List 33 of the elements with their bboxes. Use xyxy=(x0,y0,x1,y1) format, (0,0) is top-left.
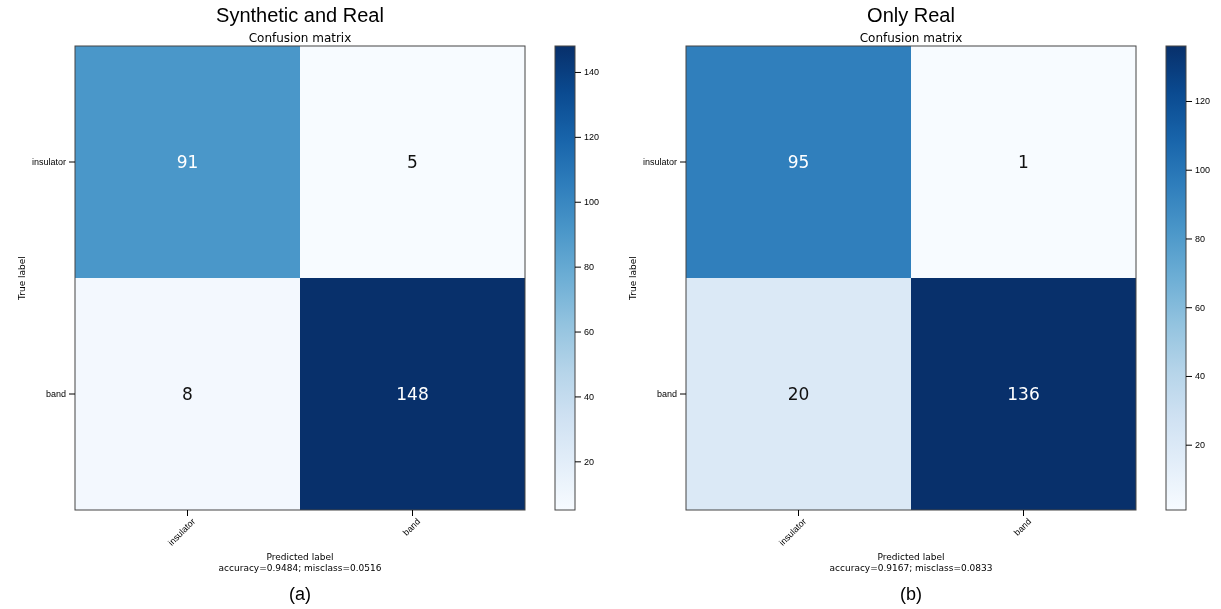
data-label: 5 xyxy=(407,151,418,172)
color-bar-label: 120 xyxy=(584,132,600,143)
data-label: 8 xyxy=(182,383,193,404)
color-bar-label: 20 xyxy=(1195,440,1206,451)
data-label: 148 xyxy=(396,383,429,404)
y-axis-title: True label xyxy=(628,256,638,301)
x-axis-title: Predicted label xyxy=(877,552,945,562)
text: accuracy=0.9167; misclass=0.0833 xyxy=(829,563,993,573)
data-label: 1 xyxy=(1018,151,1029,172)
data-label: 95 xyxy=(787,151,810,172)
color-bar-label: 80 xyxy=(1195,233,1206,244)
color-bar-label: 100 xyxy=(1195,165,1211,176)
color-bar-label: 80 xyxy=(584,262,595,273)
text: (b) xyxy=(900,584,922,604)
color-bar-label: 40 xyxy=(1195,371,1206,382)
color-bar-label: 60 xyxy=(1195,302,1206,313)
chart-title: Only Real xyxy=(867,4,955,26)
color-bar-label: 60 xyxy=(584,326,595,337)
chart-title: Synthetic and Real xyxy=(216,4,384,26)
x-axis-title: Predicted label xyxy=(266,552,334,562)
color-bar-label: 140 xyxy=(584,67,600,78)
color-bar-label: 40 xyxy=(584,391,595,402)
color-bar-label: 120 xyxy=(1195,96,1211,107)
color-bar-label: 20 xyxy=(584,456,595,467)
text: accuracy=0.9484; misclass=0.0516 xyxy=(218,563,382,573)
data-label: 136 xyxy=(1007,383,1040,404)
chart-subtitle: Confusion matrix xyxy=(248,31,352,45)
color-bar-label: 100 xyxy=(584,197,600,208)
chart-subtitle: Confusion matrix xyxy=(859,31,963,45)
text: (a) xyxy=(289,584,311,604)
data-label: 20 xyxy=(787,383,810,404)
data-label: 91 xyxy=(176,151,199,172)
y-axis-title: True label xyxy=(17,256,27,301)
